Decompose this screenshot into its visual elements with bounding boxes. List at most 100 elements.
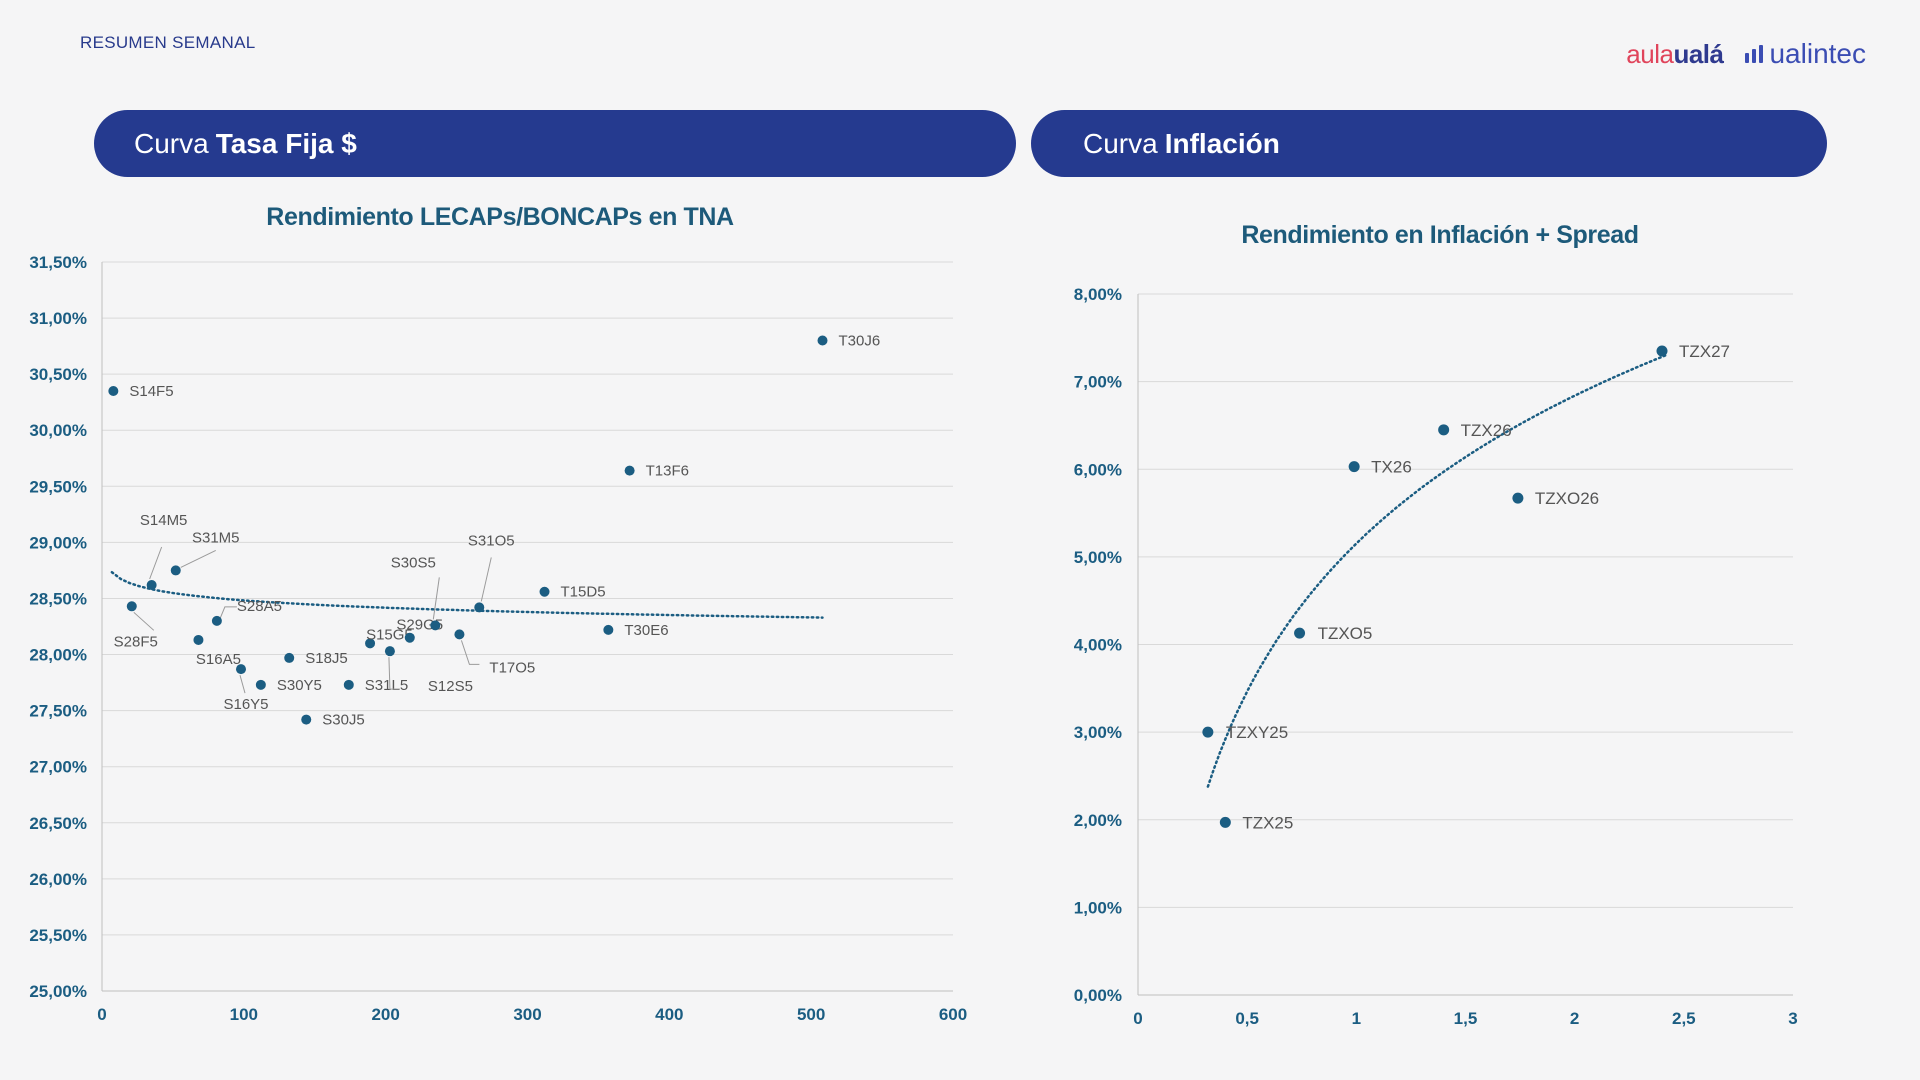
x-tick-label: 1: [1352, 1009, 1361, 1028]
y-tick-label: 31,00%: [29, 309, 87, 328]
y-tick-label: 27,50%: [29, 702, 87, 721]
trendline: [1206, 353, 1668, 788]
data-label: S14M5: [140, 512, 188, 529]
data-point: [454, 629, 465, 640]
x-tick-label: 2: [1570, 1009, 1579, 1028]
label-leader: [180, 549, 216, 568]
label-leader: [480, 557, 492, 602]
y-tick-label: 0,00%: [1074, 986, 1122, 1005]
chart-1: 0,00% 1,00% 2,00% 3,00% 4,00% 5,00% 6,00% 7,00%…: [1074, 285, 1798, 1028]
y-tick-label: 26,00%: [29, 870, 87, 889]
data-point: [624, 465, 635, 476]
y-tick-label: 5,00%: [1074, 548, 1122, 567]
data-point: [1656, 345, 1668, 357]
x-tick-label: 100: [230, 1005, 258, 1024]
data-label: S29G5: [396, 617, 443, 634]
data-point: [474, 602, 485, 613]
section-title-bold: Inflación: [1164, 127, 1280, 159]
data-label: S30S5: [391, 554, 436, 571]
data-point: [193, 634, 204, 645]
bars-icon: [1745, 45, 1764, 63]
data-label: S18J5: [305, 650, 348, 667]
x-tick-label: 500: [797, 1005, 825, 1024]
x-tick-label: 1,5: [1454, 1009, 1478, 1028]
x-tick-label: 300: [513, 1005, 541, 1024]
y-tick-label: 30,50%: [29, 365, 87, 384]
data-label: S28F5: [114, 633, 158, 650]
data-label: TZXO5: [1318, 624, 1373, 643]
data-label: TZX27: [1679, 342, 1730, 361]
data-label: S14F5: [129, 383, 173, 400]
y-tick-label: 28,50%: [29, 589, 87, 608]
data-point: [284, 652, 295, 663]
x-tick-label: 2,5: [1672, 1009, 1696, 1028]
label-leader: [239, 674, 246, 694]
chart-0: 25,00% 25,50% 26,00% 26,50% 27,00% 27,50% 28,0…: [29, 253, 967, 1024]
data-point: [1294, 627, 1306, 639]
data-point: [1219, 816, 1231, 828]
y-tick-label: 3,00%: [1074, 723, 1122, 742]
data-label: TZXY25: [1226, 723, 1288, 742]
data-point: [603, 624, 614, 635]
x-tick-label: 200: [371, 1005, 399, 1024]
section-prefix: Curva: [134, 127, 209, 159]
x-tick-label: 0: [1133, 1009, 1142, 1028]
data-label: T13F6: [646, 463, 689, 480]
section-header-tasa-fija: Curva Tasa Fija $: [94, 110, 1016, 177]
data-label: S31L5: [365, 677, 408, 694]
data-label: S31O5: [468, 532, 515, 549]
y-tick-label: 4,00%: [1074, 636, 1122, 655]
data-point: [146, 580, 157, 591]
trendline: [110, 570, 824, 619]
logo-uala-text: ualá: [1673, 38, 1724, 69]
data-label: S31M5: [192, 529, 240, 546]
data-point: [817, 335, 828, 346]
x-tick-label: 0: [97, 1005, 106, 1024]
x-tick-label: 400: [655, 1005, 683, 1024]
data-label: S28A5: [237, 598, 282, 615]
data-point: [255, 679, 266, 690]
data-label: TX26: [1371, 458, 1412, 477]
data-label: S16A5: [196, 651, 241, 668]
data-point: [539, 586, 550, 597]
label-leader: [388, 657, 400, 690]
logos: aulaualá ualintec: [1626, 38, 1866, 70]
data-label: S30Y5: [277, 677, 322, 694]
data-point: [170, 565, 181, 576]
ualintec-logo: ualintec: [1745, 38, 1866, 70]
logo-ualintec-text: ualintec: [1769, 38, 1866, 69]
data-point: [301, 714, 312, 725]
data-point: [430, 620, 441, 631]
data-point: [1202, 726, 1214, 738]
x-tick-label: 3: [1788, 1009, 1797, 1028]
data-point: [211, 615, 222, 626]
y-tick-label: 26,50%: [29, 814, 87, 833]
chart-title-lecaps: Rendimiento LECAPs/BONCAPs en TNA: [266, 203, 734, 231]
label-leader: [133, 611, 155, 631]
section-header-inflacion: Curva Inflación: [1031, 110, 1827, 177]
data-label: TZX25: [1242, 813, 1293, 832]
y-tick-label: 1,00%: [1074, 898, 1122, 917]
label-leader: [460, 640, 480, 665]
data-point: [108, 385, 119, 396]
label-leader: [432, 577, 440, 620]
y-tick-label: 8,00%: [1074, 285, 1122, 304]
data-point: [1512, 492, 1524, 504]
x-tick-label: 0,5: [1235, 1009, 1259, 1028]
data-label: S16Y5: [223, 696, 268, 713]
y-tick-label: 28,00%: [29, 646, 87, 665]
y-tick-label: 6,00%: [1074, 460, 1122, 479]
data-label: TZX26: [1461, 421, 1512, 440]
section-prefix: Curva: [1083, 127, 1158, 159]
x-tick-label: 600: [939, 1005, 967, 1024]
data-label: S12S5: [428, 678, 473, 695]
y-tick-label: 30,00%: [29, 421, 87, 440]
data-point: [343, 679, 354, 690]
data-point: [384, 646, 395, 657]
y-tick-label: 25,00%: [29, 982, 87, 1001]
data-label: T15D5: [561, 584, 606, 601]
data-point: [235, 664, 246, 675]
data-label: T17O5: [489, 659, 535, 676]
data-label: S15G5: [366, 626, 413, 643]
